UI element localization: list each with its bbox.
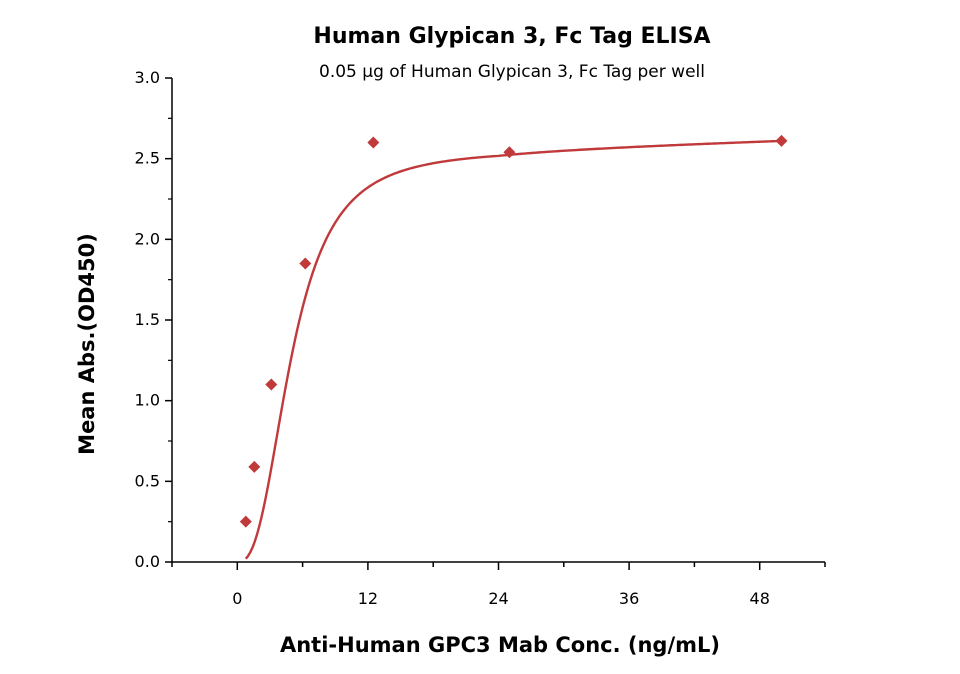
y-tick-label: 2.5 bbox=[135, 149, 160, 168]
data-points-layer bbox=[239, 134, 788, 528]
y-tick-label: 0.5 bbox=[135, 471, 160, 490]
y-axis-label: Mean Abs.(OD450) bbox=[75, 233, 99, 455]
y-tick-label: 1.0 bbox=[135, 391, 160, 410]
data-point bbox=[367, 136, 380, 149]
chart-title: Human Glypican 3, Fc Tag ELISA bbox=[313, 24, 710, 49]
chart-subtitle: 0.05 µg of Human Glypican 3, Fc Tag per … bbox=[319, 62, 705, 82]
x-tick-label: 12 bbox=[358, 589, 378, 608]
axes: 0.0 0.5 1.0 1.5 2.0 2.5 3.0 0 12 24 36 48 bbox=[135, 68, 826, 608]
data-point bbox=[239, 515, 252, 528]
x-tick-label: 24 bbox=[488, 589, 508, 608]
x-tick-label: 48 bbox=[750, 589, 770, 608]
data-point bbox=[299, 257, 312, 270]
data-point bbox=[248, 460, 261, 473]
data-point bbox=[503, 146, 516, 159]
x-tick-label: 36 bbox=[619, 589, 639, 608]
x-axis-label: Anti-Human GPC3 Mab Conc. (ng/mL) bbox=[280, 633, 720, 657]
x-tick-label: 0 bbox=[232, 589, 242, 608]
data-point bbox=[265, 378, 278, 391]
fit-curve-layer bbox=[244, 139, 782, 560]
y-tick-label: 3.0 bbox=[135, 68, 160, 87]
y-tick-label: 2.0 bbox=[135, 229, 160, 248]
fit-curve bbox=[244, 139, 782, 560]
data-point bbox=[775, 134, 788, 147]
y-tick-label: 1.5 bbox=[135, 310, 160, 329]
y-tick-label: 0.0 bbox=[135, 552, 160, 571]
